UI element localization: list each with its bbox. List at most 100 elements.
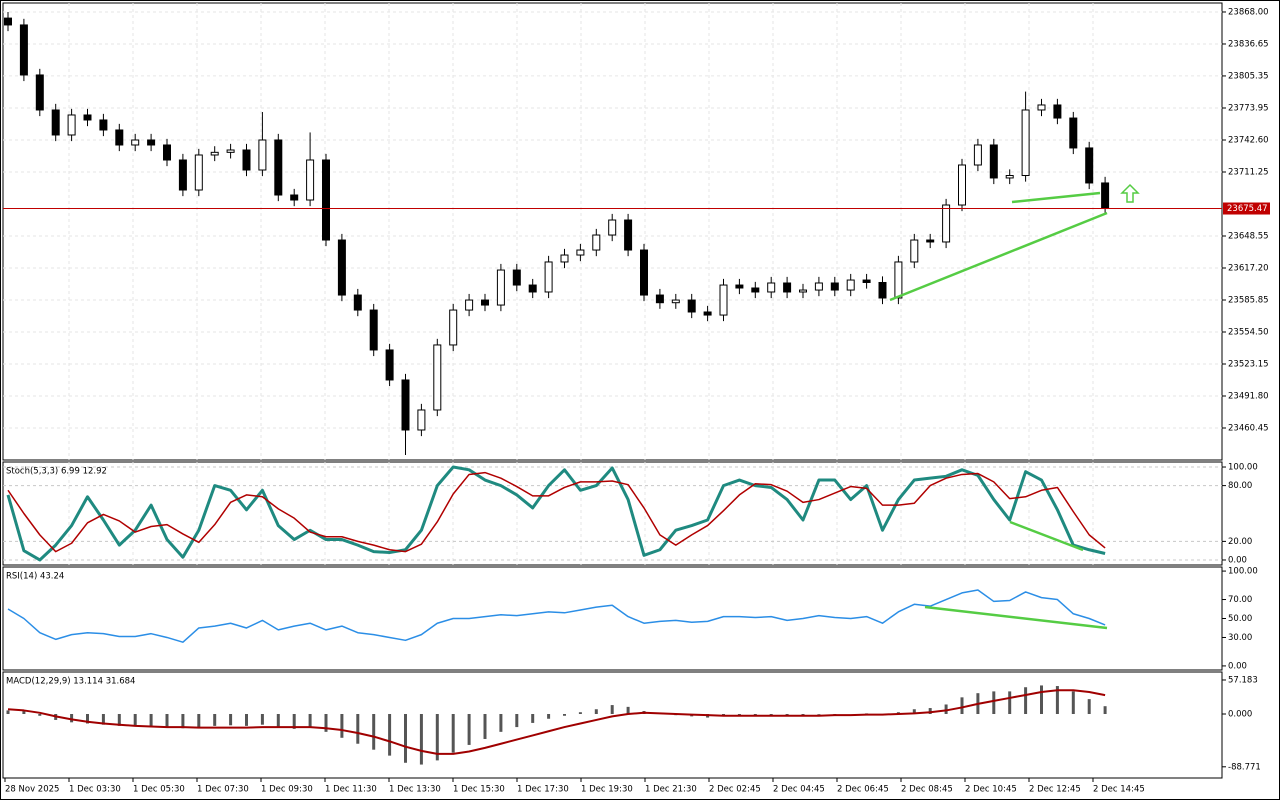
x-tick-label: 2 Dec 14:45 xyxy=(1093,785,1145,795)
candle-body xyxy=(671,299,680,304)
candle-body xyxy=(131,139,140,146)
y-tick-label: 23711.25 xyxy=(1228,167,1269,177)
y-tick-label: 23648.55 xyxy=(1228,231,1269,241)
x-tick-label: 1 Dec 15:30 xyxy=(453,785,505,795)
current-price-label: 23675.47 xyxy=(1227,204,1268,214)
candle-body xyxy=(560,254,569,263)
x-tick-label: 2 Dec 04:45 xyxy=(773,785,825,795)
divergence-line xyxy=(889,211,1108,302)
x-tick-label: 1 Dec 09:30 xyxy=(261,785,313,795)
x-tick-label: 1 Dec 07:30 xyxy=(197,785,249,795)
candle-body xyxy=(99,119,108,131)
candle-body xyxy=(512,269,521,286)
candle-body xyxy=(4,17,12,26)
y-tick-label: 23742.60 xyxy=(1228,135,1269,145)
candle-body xyxy=(83,114,92,121)
candle-body xyxy=(1021,109,1030,177)
y-tick-label: 0.00 xyxy=(1228,555,1247,565)
divergence-line xyxy=(1011,191,1101,204)
candle-body xyxy=(115,129,124,146)
indicator-title: Stoch(5,3,3) 6.99 12.92 xyxy=(6,467,107,477)
y-tick-label: 23836.65 xyxy=(1228,39,1269,49)
candle-body xyxy=(767,282,776,293)
indicator-line xyxy=(6,465,1106,562)
x-tick-label: 28 Nov 2025 xyxy=(5,785,59,795)
candle-body xyxy=(846,279,855,291)
y-tick-label: 50.00 xyxy=(1228,614,1252,624)
y-tick-label: 70.00 xyxy=(1228,595,1252,605)
candle-body xyxy=(274,139,283,196)
candle-body xyxy=(1085,147,1094,184)
y-tick-label: 100.00 xyxy=(1228,567,1258,577)
candle-body xyxy=(210,151,219,156)
y-tick-label: 20.00 xyxy=(1228,537,1252,547)
candle-body xyxy=(1037,104,1046,111)
candle-body xyxy=(226,149,235,153)
candle-body xyxy=(926,239,935,243)
panel-frame xyxy=(2,2,1223,461)
candle-body xyxy=(735,284,744,289)
y-tick-label: 23523.15 xyxy=(1228,359,1269,369)
y-tick-label: 100.00 xyxy=(1228,463,1258,473)
candle-body xyxy=(958,164,966,206)
x-tick-label: 1 Dec 05:30 xyxy=(133,785,185,795)
candle-body xyxy=(465,299,474,311)
candle-body xyxy=(640,249,648,296)
candle-body xyxy=(35,74,44,111)
y-tick-label: -88.771 xyxy=(1228,762,1261,772)
candle-body xyxy=(67,114,76,136)
y-tick-label: 80.00 xyxy=(1228,481,1252,491)
panel-frame xyxy=(2,671,1223,779)
x-tick-label: 2 Dec 06:45 xyxy=(837,785,889,795)
candle-body xyxy=(337,239,346,296)
y-tick-label: 57.183 xyxy=(1228,675,1258,685)
candle-body xyxy=(1101,182,1110,209)
candle-body xyxy=(894,261,903,299)
x-tick-label: 2 Dec 08:45 xyxy=(901,785,953,795)
panel-frame xyxy=(2,566,1223,671)
candle-body xyxy=(1005,175,1014,179)
y-tick-label: 23773.95 xyxy=(1228,103,1269,113)
candle-body xyxy=(942,204,951,243)
candle-body xyxy=(592,234,601,251)
candle-body xyxy=(242,149,251,171)
divergence-line xyxy=(1009,520,1084,552)
candle-body xyxy=(687,299,696,313)
candle-body xyxy=(369,309,378,351)
indicator-line xyxy=(7,589,1106,643)
candle-body xyxy=(433,344,442,411)
x-tick-label: 1 Dec 13:30 xyxy=(389,785,441,795)
candle-body xyxy=(751,287,760,293)
x-tick-label: 1 Dec 21:30 xyxy=(645,785,697,795)
candle-body xyxy=(178,159,187,191)
candle-body xyxy=(147,139,156,146)
indicator-line xyxy=(7,689,1106,755)
x-tick-label: 2 Dec 10:45 xyxy=(965,785,1017,795)
candle-body xyxy=(989,144,998,179)
candle-body xyxy=(783,282,792,293)
y-tick-label: 23617.20 xyxy=(1228,263,1269,273)
y-tick-label: 23805.35 xyxy=(1228,71,1269,81)
panel-frame xyxy=(2,461,1223,566)
candle-body xyxy=(608,219,617,236)
annotations xyxy=(889,183,1140,630)
candle-body xyxy=(862,279,871,283)
x-tick-label: 1 Dec 11:30 xyxy=(325,785,377,795)
candle-body xyxy=(258,139,267,171)
candle-body xyxy=(163,144,171,161)
candle-body xyxy=(799,289,807,293)
candle-body xyxy=(910,239,919,263)
candle-body xyxy=(973,144,982,166)
candle-body xyxy=(655,294,664,304)
candle-body xyxy=(449,309,458,346)
candle-body xyxy=(878,281,887,299)
y-tick-label: 23491.80 xyxy=(1228,391,1269,401)
candle-body xyxy=(417,409,426,431)
candle-body xyxy=(814,282,823,291)
x-tick-label: 1 Dec 19:30 xyxy=(581,785,633,795)
candle-body xyxy=(194,154,203,191)
x-tick-label: 2 Dec 12:45 xyxy=(1029,785,1081,795)
x-tick-label: 2 Dec 02:45 xyxy=(709,785,761,795)
candle-body xyxy=(322,159,330,241)
